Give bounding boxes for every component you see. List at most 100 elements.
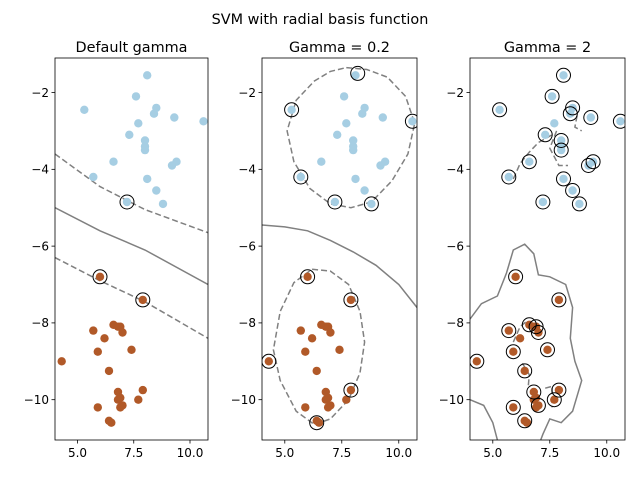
- class-a-point: [333, 130, 342, 139]
- class-a-point: [408, 117, 417, 126]
- support-vector-ring: [530, 325, 546, 340]
- y-tick-label: −4: [446, 163, 464, 177]
- support-vector-ring: [501, 323, 517, 339]
- decision-boundary: [262, 224, 417, 308]
- class-b-point: [346, 295, 356, 305]
- support-vector-ring: [521, 154, 537, 170]
- class-b-point: [93, 347, 103, 356]
- class-b-point: [138, 385, 147, 395]
- x-tick-label: 10.0: [593, 446, 620, 460]
- class-b-point: [301, 347, 310, 356]
- class-a-point: [89, 172, 98, 182]
- class-a-point: [575, 199, 584, 209]
- subplot-2: 5.0 7.5 10.0 −10 −8 −6 −4 −2 Gamma = 0.2: [231, 40, 418, 460]
- class-a-point: [349, 145, 358, 155]
- support-vector-ring: [581, 158, 596, 173]
- support-vector-ring: [505, 399, 521, 415]
- y-tick-label: −2: [446, 86, 464, 100]
- class-a-point: [80, 105, 89, 115]
- class-b-point: [554, 385, 564, 395]
- class-a-point: [358, 109, 367, 118]
- class-b-point: [534, 328, 543, 337]
- support-vector-ring: [284, 102, 300, 118]
- class-b-point: [509, 347, 518, 356]
- support-vector-ring: [343, 292, 359, 308]
- class-b-point: [296, 326, 305, 335]
- subplot-1: 5.0 7.5 10.0 −10 −8 −6 −4 −2 Default gamma: [24, 40, 209, 460]
- class-b-point: [127, 345, 136, 354]
- y-tick-label: −8: [238, 316, 256, 330]
- support-vector-ring: [300, 269, 316, 285]
- class-a-point: [167, 161, 177, 170]
- y-tick-label: −6: [31, 239, 49, 253]
- axes-frame: [261, 57, 418, 441]
- class-b-point: [301, 403, 310, 412]
- class-a-point: [376, 161, 385, 170]
- class-a-point: [109, 157, 118, 166]
- class-b-point: [326, 328, 335, 337]
- margin-line: [548, 130, 568, 167]
- class-a-point: [158, 199, 168, 209]
- class-b-point: [511, 272, 520, 281]
- class-a-point: [550, 119, 559, 128]
- class-b-point: [118, 328, 127, 337]
- support-vector-ring: [556, 171, 571, 187]
- support-vector-ring: [517, 413, 533, 429]
- margin-line: [55, 256, 208, 339]
- plot-area: [470, 58, 625, 440]
- plot-content: [55, 71, 208, 427]
- support-vector-ring: [517, 363, 533, 379]
- class-b-point: [307, 334, 317, 343]
- class-b-point: [116, 403, 125, 412]
- support-vector-ring: [470, 353, 485, 369]
- y-tick-label: −8: [446, 316, 464, 330]
- y-tick-label: −8: [31, 316, 49, 330]
- class-a-point: [504, 172, 513, 182]
- class-a-point: [199, 117, 208, 126]
- class-a-point: [378, 113, 387, 122]
- support-vector-ring: [546, 392, 562, 408]
- class-b-point: [472, 357, 481, 366]
- class-b-point: [107, 418, 116, 427]
- x-tick-label: 7.5: [332, 446, 351, 460]
- y-tick-label: −6: [238, 239, 256, 253]
- class-b-point: [522, 418, 532, 427]
- class-a-point: [525, 157, 534, 166]
- class-a-point: [140, 136, 150, 145]
- y-tick-label: −10: [439, 393, 464, 407]
- decision-boundary: [470, 243, 583, 440]
- class-a-point: [538, 197, 548, 207]
- class-a-point: [568, 186, 577, 195]
- margin-line: [574, 115, 583, 132]
- support-vector-ring: [540, 342, 555, 358]
- class-b-point: [93, 403, 103, 412]
- subplot-3: 5.0 7.5 10.0 −10 −8 −6 −4 −2 Gamma = 2: [439, 40, 626, 460]
- class-b-point: [554, 295, 564, 305]
- y-tick-label: −10: [24, 393, 49, 407]
- class-a-point: [296, 172, 305, 182]
- class-a-point: [342, 119, 351, 128]
- support-vector-ring: [551, 292, 567, 308]
- support-vector-ring: [505, 344, 521, 360]
- class-b-point: [138, 295, 147, 305]
- support-vector-ring: [404, 113, 417, 129]
- support-vector-ring: [565, 183, 581, 198]
- class-a-point: [351, 174, 360, 184]
- decision-boundary-fragment: [470, 399, 499, 440]
- class-a-point: [586, 113, 595, 122]
- class-b-point: [509, 403, 518, 412]
- y-tick-label: −2: [238, 86, 256, 100]
- support-vector-ring: [562, 106, 578, 122]
- class-b-point: [104, 366, 114, 376]
- margin-line: [286, 66, 416, 209]
- x-tick-label: 5.0: [275, 446, 294, 460]
- y-tick-label: −4: [31, 163, 49, 177]
- class-a-point: [367, 199, 376, 209]
- x-tick-label: 10.0: [177, 446, 204, 460]
- class-a-point: [131, 92, 141, 101]
- support-vector-ring: [612, 113, 625, 129]
- class-a-point: [330, 197, 340, 207]
- support-vector-ring: [583, 110, 599, 125]
- class-a-point: [287, 105, 296, 115]
